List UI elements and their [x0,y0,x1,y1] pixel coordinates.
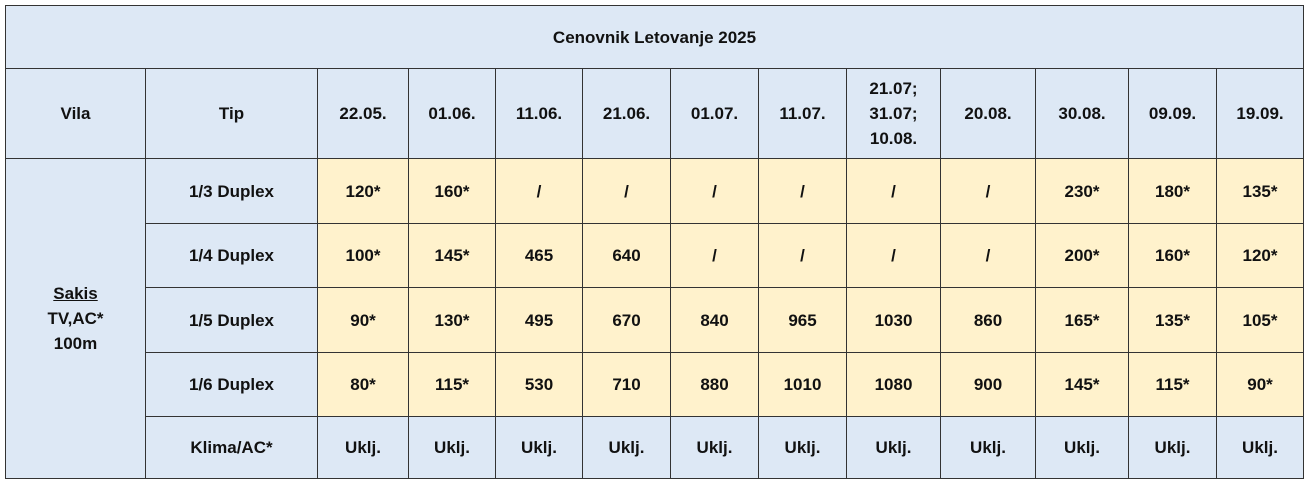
price-cell: 120* [317,158,409,224]
price-row: Sakis TV,AC* 100m 1/3 Duplex 120* 160* / / / / //2… [5,158,1304,479]
villa-features: TV,AC* [47,309,104,328]
header-date: 21.07; 31.07; 10.08. [846,68,941,159]
price-cell: 860 [940,287,1036,353]
price-cell: 965 [758,287,847,353]
header-date: 30.08. [1035,68,1129,159]
footer-cell: Uklj. [582,416,671,479]
header-vila: Vila [5,68,146,159]
price-row: 1/5 Duplex 90* 130* 495 670 840 965 1030 860 165*… [6,287,1304,353]
price-cell: 230* [1035,158,1129,224]
price-cell: 115* [408,352,496,417]
price-cell: 160* [408,158,496,224]
price-cell: / [582,158,671,224]
price-cell: / [758,158,847,224]
price-cell: / [495,158,583,224]
price-cell: / [940,158,1036,224]
price-cell: 465 [495,223,583,288]
header-row: Vila Tip 22.05. 01.06. 11.06. 21.06. 01.07. 11.… [5,68,1304,159]
price-cell: 495 [495,287,583,353]
footer-cell: Uklj. [940,416,1036,479]
footer-cell: Uklj. [495,416,583,479]
header-date: 11.06. [495,68,583,159]
header-date: 09.09. [1128,68,1217,159]
price-cell: 145* [408,223,496,288]
header-date: 01.07. [670,68,759,159]
price-cell: 1080 [846,352,941,417]
price-cell: / [670,158,759,224]
price-cell: 145* [1035,352,1129,417]
price-cell: 880 [670,352,759,417]
room-type: 1/5 Duplex [145,287,318,353]
footer-cell: Uklj. [670,416,759,479]
price-cell: 640 [582,223,671,288]
price-cell: 100* [317,223,409,288]
price-row: 1/4 Duplex 100* 145* 465 640// //200* 160* 120* [6,223,1304,288]
price-table: Cenovnik Letovanje 2025 Vila Tip 22.05. 01.… [5,5,1304,479]
price-cell: 115* [1128,352,1217,417]
price-cell: 160* [1128,223,1217,288]
price-cell: 120* [1216,223,1304,288]
footer-cell: Uklj. [758,416,847,479]
villa-distance: 100m [53,334,98,353]
price-cell: / [670,223,759,288]
price-cell: 80* [317,352,409,417]
price-cell: 105* [1216,287,1304,353]
header-date: 20.08. [940,68,1036,159]
footer-cell: Uklj. [408,416,496,479]
room-type: 1/4 Duplex [145,223,318,288]
price-cell: 670 [582,287,671,353]
price-cell: / [940,223,1036,288]
header-date: 01.06. [408,68,496,159]
price-cell: / [846,223,941,288]
footer-cell: Uklj. [317,416,409,479]
price-cell: 90* [1216,352,1304,417]
title-row: Cenovnik Letovanje 2025 [5,5,1304,69]
header-date: 11.07. [758,68,847,159]
price-cell: 130* [408,287,496,353]
room-type: 1/3 Duplex [145,158,318,224]
footer-type: Klima/AC* [145,416,318,479]
price-cell: 200* [1035,223,1129,288]
price-row: 1/6 Duplex 80* 115* 530 710 880 1010 1080 900 145… [6,352,1304,417]
price-cell: 530 [495,352,583,417]
header-tip: Tip [145,68,318,159]
price-cell: 165* [1035,287,1129,353]
table-body: Cenovnik Letovanje 2025 Vila Tip 22.05. 01.… [5,5,1304,479]
price-cell: / [758,223,847,288]
price-cell: 1030 [846,287,941,353]
price-cell: 135* [1128,287,1217,353]
footer-cell: Uklj. [1216,416,1304,479]
header-date: 19.09. [1216,68,1304,159]
villa-name: Sakis [53,284,98,303]
price-cell: 135* [1216,158,1304,224]
table-title: Cenovnik Letovanje 2025 [5,5,1304,69]
room-type: 1/6 Duplex [145,352,318,417]
price-cell: / [846,158,941,224]
footer-cell: Uklj. [1128,416,1217,479]
villa-cell: Sakis TV,AC* 100m [5,158,146,479]
header-date: 22.05. [317,68,409,159]
price-cell: 90* [317,287,409,353]
price-cell: 180* [1128,158,1217,224]
price-cell: 1010 [758,352,847,417]
footer-cell: Uklj. [846,416,941,479]
price-cell: 900 [940,352,1036,417]
footer-cell: Uklj. [1035,416,1129,479]
price-cell: 710 [582,352,671,417]
footer-row: Klima/AC* Uklj. Uklj. Uklj. Uklj. Uklj. Uklj. U… [6,416,1304,479]
header-date: 21.06. [582,68,671,159]
price-cell: 840 [670,287,759,353]
